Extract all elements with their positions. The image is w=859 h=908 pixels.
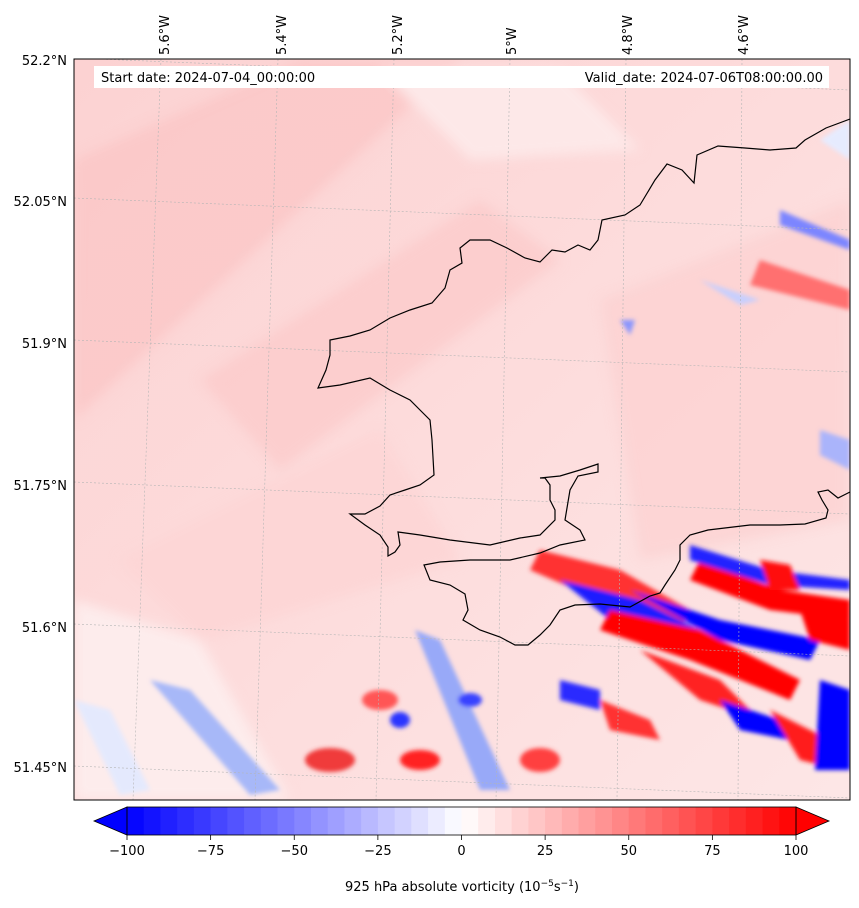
colorbar-segment <box>444 807 462 835</box>
colorbar-segment <box>428 807 446 835</box>
colorbar-segment <box>762 807 780 835</box>
colorbar-segment <box>127 807 145 835</box>
colorbar-label: 925 hPa absolute vorticity (10−5s−1) <box>345 879 579 895</box>
lat-tick-label: 51.9°N <box>22 337 67 352</box>
colorbar-tick-label: 50 <box>620 844 637 859</box>
colorbar-segment <box>344 807 362 835</box>
colorbar-segment <box>177 807 195 835</box>
vorticity-field <box>74 59 850 800</box>
lon-tick-label: 5.6°W <box>158 15 173 55</box>
colorbar-segment <box>160 807 178 835</box>
colorbar-segment <box>612 807 630 835</box>
colorbar-segment <box>595 807 613 835</box>
colorbar-tick-label: 100 <box>784 844 809 859</box>
lon-tick-label: 4.6°W <box>737 15 752 55</box>
colorbar-segment <box>327 807 345 835</box>
colorbar-segment <box>511 807 529 835</box>
valid-date-label: Valid_date: 2024-07-06T08:00:00.00 <box>585 71 823 86</box>
colorbar-ticks: −100 −75 −50 −25 0 25 50 75 100 <box>109 835 808 859</box>
colorbar-segment <box>294 807 312 835</box>
colorbar-segment <box>277 807 295 835</box>
colorbar-segment <box>578 807 596 835</box>
colorbar-segment <box>678 807 697 835</box>
colorbar-segment <box>628 807 646 835</box>
colorbar-segments <box>127 807 797 835</box>
coastline <box>317 118 850 646</box>
plot-frame <box>73 58 851 801</box>
colorbar-tick-label: −50 <box>281 844 308 859</box>
colorbar-segment <box>361 807 379 835</box>
colorbar-segment <box>478 807 496 835</box>
colorbar-segment <box>377 807 396 835</box>
colorbar-tick-label: 0 <box>457 844 465 859</box>
colorbar-segment <box>461 807 479 835</box>
colorbar-segment <box>143 807 161 835</box>
colorbar-segment <box>394 807 412 835</box>
start-date-label: Start date: 2024-07-04_00:00:00 <box>101 71 315 86</box>
colorbar-segment <box>494 807 513 835</box>
lon-tick-label: 5.2°W <box>391 15 406 55</box>
lon-tick-label: 5°W <box>505 27 520 55</box>
colorbar-segment <box>244 807 262 835</box>
lat-tick-label: 51.45°N <box>14 761 67 776</box>
colorbar-tick-label: 75 <box>704 844 721 859</box>
date-info-box: Start date: 2024-07-04_00:00:00 Valid_da… <box>94 66 829 88</box>
lat-tick-label: 51.6°N <box>22 621 67 636</box>
latitude-ticks: 52.2°N 52.05°N 51.9°N 51.75°N 51.6°N 51.… <box>14 54 67 776</box>
colorbar-tick-label: −100 <box>109 844 145 859</box>
colorbar-segment <box>528 807 546 835</box>
colorbar-segment <box>729 807 747 835</box>
lon-tick-label: 4.8°W <box>621 15 636 55</box>
colorbar-extend-max <box>795 806 831 836</box>
colorbar-tick-label: 25 <box>537 844 554 859</box>
lat-tick-label: 51.75°N <box>14 479 67 494</box>
colorbar-segment <box>545 807 563 835</box>
colorbar-segment <box>695 807 713 835</box>
colorbar-segment <box>310 807 329 835</box>
colorbar-segment <box>227 807 245 835</box>
colorbar-segment <box>260 807 279 835</box>
colorbar-segment <box>779 807 797 835</box>
colorbar-segment <box>712 807 730 835</box>
colorbar-segment <box>745 807 764 835</box>
colorbar-segment <box>193 807 212 835</box>
colorbar-segment <box>210 807 228 835</box>
colorbar-tick-label: −25 <box>364 844 391 859</box>
lon-tick-label: 5.4°W <box>275 15 290 55</box>
colorbar-segment <box>662 807 680 835</box>
colorbar-segment <box>561 807 580 835</box>
lat-tick-label: 52.05°N <box>14 195 67 210</box>
longitude-ticks: 5.6°W 5.4°W 5.2°W 5°W 4.8°W 4.6°W <box>158 15 752 55</box>
colorbar-segment <box>411 807 429 835</box>
colorbar: −100 −75 −50 −25 0 25 50 75 100 925 hPa absolute… <box>92 806 831 895</box>
colorbar-tick-label: −75 <box>197 844 224 859</box>
colorbar-extend-min <box>92 806 128 836</box>
colorbar-segment <box>645 807 663 835</box>
lat-tick-label: 52.2°N <box>22 54 67 69</box>
